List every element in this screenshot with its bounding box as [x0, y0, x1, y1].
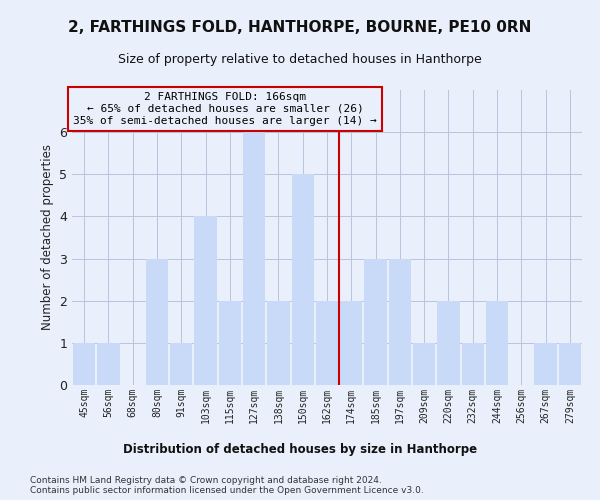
Bar	[535, 343, 557, 385]
Text: 2 FARTHINGS FOLD: 166sqm
← 65% of detached houses are smaller (26)
35% of semi-d: 2 FARTHINGS FOLD: 166sqm ← 65% of detach…	[73, 92, 377, 126]
Bar	[170, 343, 193, 385]
Text: Contains public sector information licensed under the Open Government Licence v3: Contains public sector information licen…	[30, 486, 424, 495]
Bar	[316, 300, 338, 385]
Text: Distribution of detached houses by size in Hanthorpe: Distribution of detached houses by size …	[123, 442, 477, 456]
Bar	[194, 216, 217, 385]
Bar	[340, 300, 362, 385]
Bar	[389, 258, 411, 385]
Bar	[559, 343, 581, 385]
Bar	[146, 258, 168, 385]
Bar	[267, 300, 290, 385]
Bar	[97, 343, 119, 385]
Bar	[437, 300, 460, 385]
Bar	[486, 300, 508, 385]
Text: Size of property relative to detached houses in Hanthorpe: Size of property relative to detached ho…	[118, 52, 482, 66]
Text: 2, FARTHINGS FOLD, HANTHORPE, BOURNE, PE10 0RN: 2, FARTHINGS FOLD, HANTHORPE, BOURNE, PE…	[68, 20, 532, 35]
Bar	[243, 132, 265, 385]
Bar	[73, 343, 95, 385]
Text: Contains HM Land Registry data © Crown copyright and database right 2024.: Contains HM Land Registry data © Crown c…	[30, 476, 382, 485]
Bar	[218, 300, 241, 385]
Bar	[364, 258, 387, 385]
Bar	[292, 174, 314, 385]
Bar	[461, 343, 484, 385]
Bar	[413, 343, 436, 385]
Y-axis label: Number of detached properties: Number of detached properties	[41, 144, 53, 330]
